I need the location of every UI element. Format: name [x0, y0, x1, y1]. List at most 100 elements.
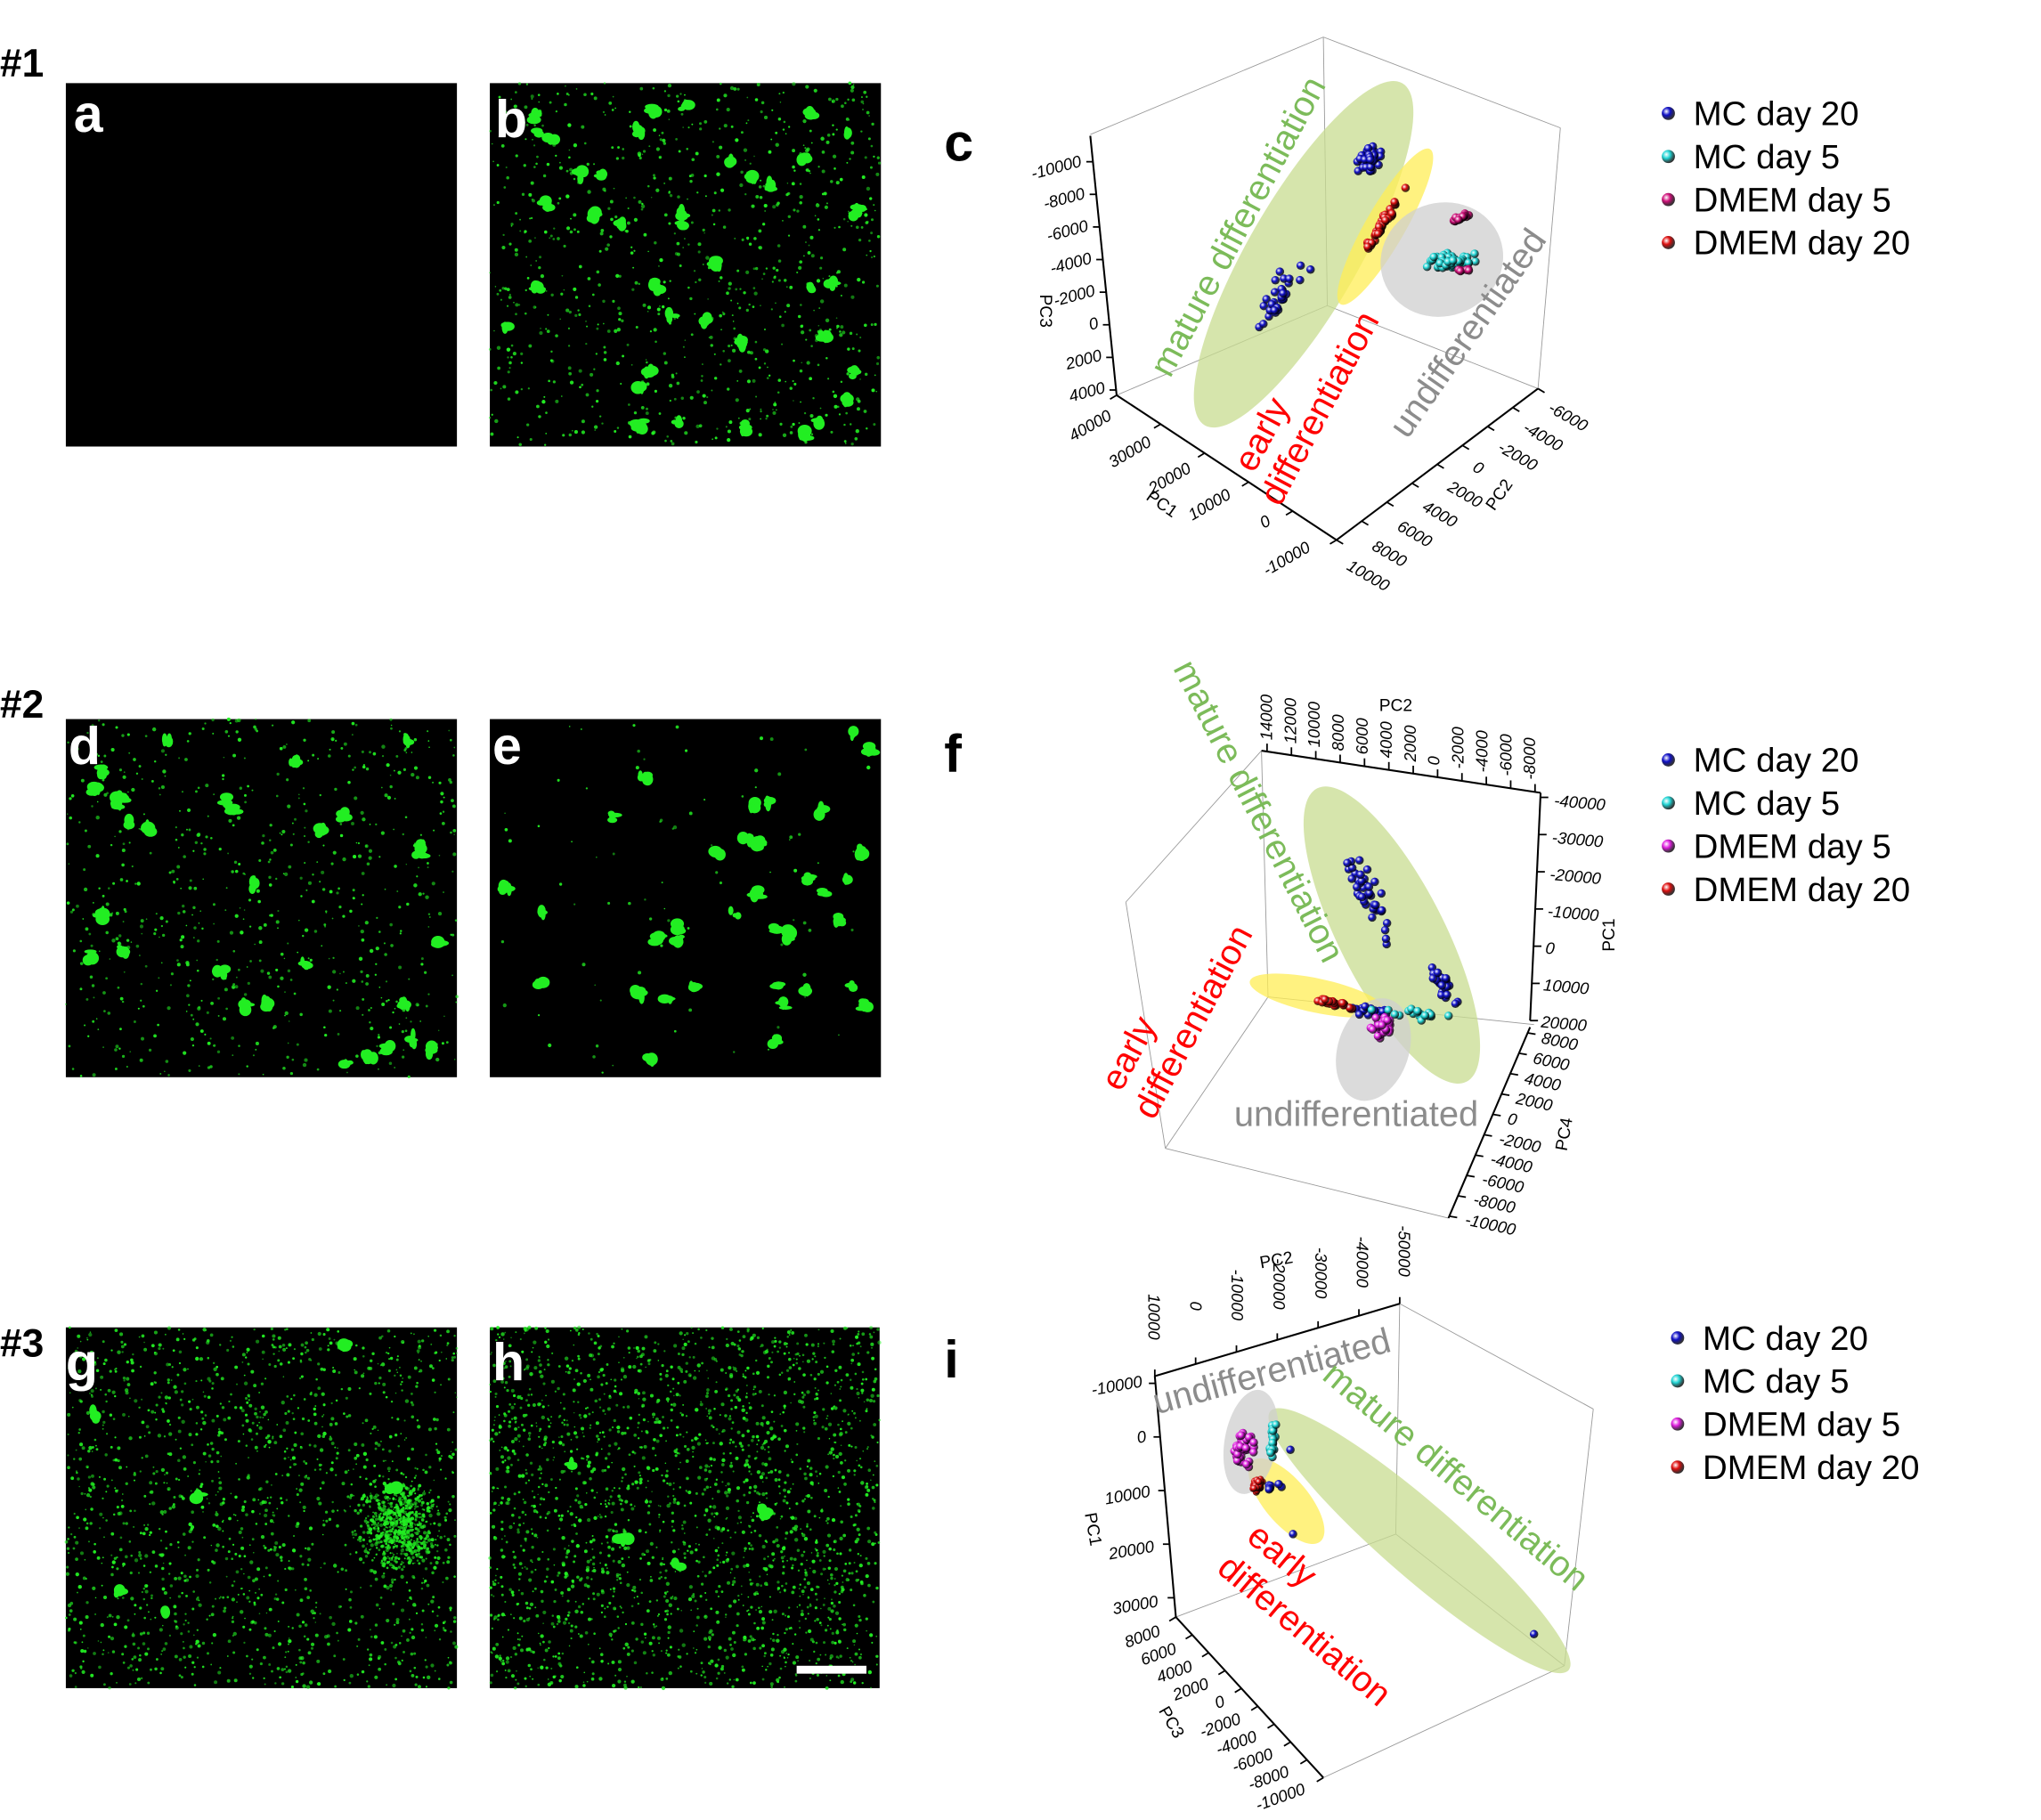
fluorescent-spot	[577, 309, 580, 312]
fluorescent-spot	[452, 852, 457, 857]
fluorescent-spot	[819, 256, 824, 260]
fluorescent-spot	[496, 345, 501, 350]
fluorescent-spot	[386, 1526, 389, 1529]
fluorescent-spot	[667, 84, 672, 88]
fluorescent-spot	[297, 919, 300, 922]
fluorescent-spot	[381, 1362, 386, 1367]
fluorescent-spot	[833, 1590, 837, 1594]
fluorescent-spot	[205, 1329, 207, 1331]
fluorescent-spot	[419, 1512, 421, 1515]
fluorescent-spot	[387, 1477, 390, 1481]
fluorescent-spot	[215, 1494, 217, 1496]
fluorescent-spot	[420, 1518, 425, 1522]
fluorescent-spot	[830, 1601, 834, 1605]
fluorescent-spot	[203, 1394, 207, 1398]
fluorescent-spot	[819, 407, 822, 410]
fluorescent-spot	[392, 1525, 395, 1529]
fluorescent-spot	[510, 98, 513, 101]
fluorescent-spot	[792, 165, 795, 169]
fluorescent-spot	[658, 156, 662, 159]
fluorescent-spot	[321, 888, 326, 891]
fluorescent-spot	[248, 898, 252, 902]
fluorescent-spot	[83, 1517, 87, 1522]
fluorescent-spot	[759, 195, 763, 199]
fluorescent-spot	[792, 149, 796, 153]
fluorescent-spot	[404, 1520, 408, 1523]
fluorescent-spot	[839, 177, 843, 182]
fluorescent-spot	[729, 1572, 732, 1573]
fluorescent-spot	[453, 1059, 456, 1060]
fluorescent-spot	[537, 1014, 541, 1017]
fluorescent-spot	[389, 774, 392, 776]
fluorescent-spot	[233, 1580, 236, 1583]
fluorescent-spot	[562, 1621, 567, 1625]
fluorescent-spot	[100, 1622, 104, 1628]
fluorescent-spot	[409, 1631, 411, 1635]
fluorescent-spot	[854, 1372, 858, 1376]
fluorescent-spot	[396, 1552, 398, 1555]
fluorescent-spot	[223, 1609, 226, 1613]
fluorescent-spot	[765, 349, 769, 353]
fluorescent-spot	[710, 344, 713, 347]
fluorescent-spot	[139, 955, 141, 956]
fluorescent-spot	[787, 215, 792, 219]
fluorescent-spot	[77, 1369, 82, 1374]
fluorescent-spot	[781, 323, 785, 328]
fluorescent-spot	[638, 156, 642, 160]
fluorescent-spot	[711, 1633, 714, 1637]
fluorescent-spot	[336, 1523, 339, 1528]
fluorescent-spot	[738, 417, 740, 419]
fluorescent-spot	[298, 1377, 302, 1380]
fluorescent-spot	[614, 1378, 617, 1382]
fluorescent-spot	[425, 1665, 428, 1669]
fluorescent-spot	[411, 1393, 413, 1395]
fluorescent-spot	[263, 1677, 265, 1679]
fluorescent-spot	[751, 1518, 755, 1523]
fluorescent-spot	[645, 411, 649, 416]
fluorescent-spot	[155, 1418, 158, 1421]
fluorescent-spot	[612, 852, 615, 856]
fluorescent-spot	[752, 305, 755, 308]
fluorescent-spot	[407, 1494, 411, 1498]
fluorescent-spot	[873, 423, 876, 427]
fluorescent-spot	[293, 1463, 297, 1467]
fluorescent-spot	[413, 766, 419, 770]
fluorescent-spot	[710, 844, 713, 847]
fluorescent-spot	[135, 944, 140, 948]
fluorescent-spot	[118, 768, 123, 772]
fluorescent-spot	[381, 1003, 386, 1006]
fluorescent-spot	[275, 794, 279, 798]
fluorescent-spot	[238, 1044, 240, 1047]
fluorescent-spot	[269, 824, 272, 827]
fluorescent-spot	[375, 1547, 378, 1549]
fluorescent-spot	[375, 963, 378, 965]
fluorescent-spot	[642, 150, 646, 153]
fluorescent-spot	[102, 1410, 105, 1414]
fluorescent-spot	[417, 1545, 420, 1549]
fluorescent-spot	[524, 230, 527, 233]
fluorescent-spot	[450, 1450, 452, 1452]
fluorescent-spot	[730, 344, 733, 346]
fluorescent-spot	[600, 228, 605, 232]
fluorescent-spot	[288, 1343, 292, 1347]
fluorescent-spot	[491, 142, 493, 145]
fluorescent-spot	[126, 1619, 130, 1622]
fluorescent-spot	[415, 1385, 419, 1388]
fluorescent-spot	[503, 186, 507, 189]
fluorescent-spot	[381, 1500, 385, 1505]
fluorescent-spot	[179, 809, 181, 812]
fluorescent-spot	[363, 1519, 368, 1523]
fluorescent-spot	[358, 1557, 363, 1562]
fluorescent-spot	[499, 288, 502, 292]
fluorescent-spot	[188, 1654, 192, 1658]
fluorescent-spot	[427, 1427, 432, 1432]
fluorescent-spot	[261, 1334, 265, 1338]
fluorescent-spot	[308, 1680, 313, 1685]
fluorescent-spot	[451, 1441, 454, 1443]
fluorescent-spot	[232, 1631, 237, 1637]
fluorescent-spot	[274, 1345, 277, 1349]
fluorescent-spot	[288, 1625, 290, 1628]
fluorescent-cluster	[848, 726, 859, 737]
fluorescent-spot	[856, 333, 858, 336]
fluorescent-spot	[782, 128, 785, 131]
